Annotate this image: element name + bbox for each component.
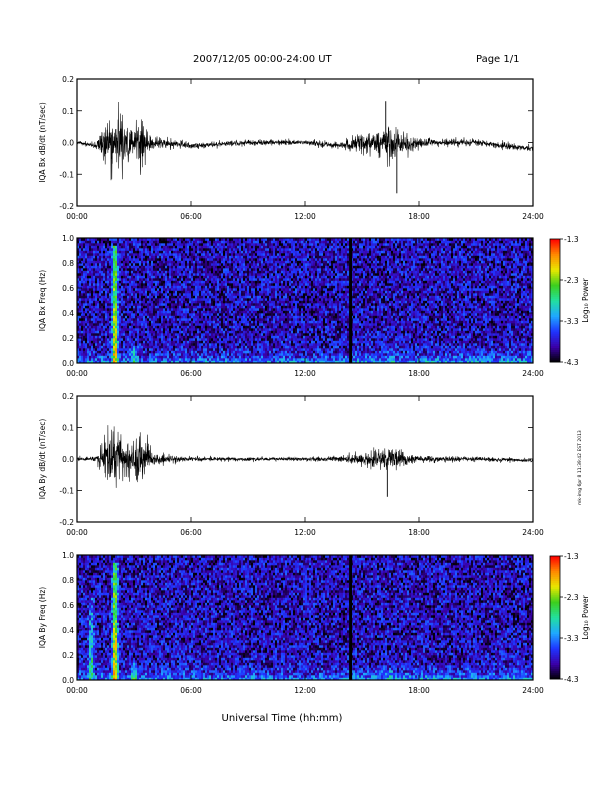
y-tick-label: 0.4 (62, 626, 74, 635)
header-date-range: 2007/12/05 00:00-24:00 UT (193, 54, 332, 65)
colorbar-tick-label: -1.3 (564, 552, 579, 561)
y-axis-label: IQA Bx dB/dt (nT/sec) (38, 102, 47, 183)
y-tick-label: 0.6 (62, 284, 74, 293)
y-tick-label: 0.2 (62, 334, 74, 343)
colorbar-tick-label: -4.3 (564, 675, 579, 684)
y-tick-label: 0.2 (62, 651, 74, 660)
x-tick-label: 06:00 (180, 528, 202, 537)
y-tick-label: 0.8 (62, 259, 74, 268)
x-tick-label: 24:00 (522, 528, 544, 537)
x-tick-label: 12:00 (294, 686, 316, 695)
y-tick-label: 0.0 (62, 359, 74, 368)
x-tick-label: 00:00 (66, 212, 88, 221)
colorbar-tick-label: -4.3 (564, 358, 579, 367)
colorbar-label: Log₁₀ Power (581, 594, 590, 639)
trace-line (77, 425, 533, 488)
y-tick-label: 0.1 (62, 107, 74, 116)
y-tick-label: 1.0 (62, 234, 74, 243)
colorbar: -1.3 -2.3 -3.3 -4.3 Log₁₀ Power (549, 235, 590, 367)
colorbar-tick-label: -1.3 (564, 235, 579, 244)
y-tick-label: -0.1 (59, 487, 74, 496)
y-tick-label: -0.2 (59, 202, 74, 211)
x-tick-label: 24:00 (522, 369, 544, 378)
y-tick-label: 0.8 (62, 576, 74, 585)
x-tick-label: 00:00 (66, 369, 88, 378)
y-tick-label: 0.2 (62, 392, 74, 401)
x-tick-label: 24:00 (522, 686, 544, 695)
x-tick-label: 06:00 (180, 686, 202, 695)
x-tick-label: 18:00 (408, 686, 430, 695)
spectrogram-cells (77, 238, 533, 363)
y-tick-label: 0.0 (62, 139, 74, 148)
data-gap-bar (349, 555, 353, 680)
x-tick-label: 00:00 (66, 528, 88, 537)
x-tick-label: 18:00 (408, 369, 430, 378)
panel-4: -1.3 -2.3 -3.3 -4.3 Log₁₀ Power 0.0 0.2 0.4 0.6 0… (38, 551, 590, 695)
x-tick-label: 12:00 (294, 528, 316, 537)
panel-1: -0.2 -0.1 0.0 0.1 0.2 00:00 06:00 12:00 18:00 24:… (38, 75, 544, 221)
colorbar-tick-label: -3.3 (564, 634, 579, 643)
x-tick-label: 12:00 (294, 212, 316, 221)
y-tick-label: -0.1 (59, 170, 74, 179)
y-tick-label: 0.0 (62, 676, 74, 685)
x-tick-label: 06:00 (180, 212, 202, 221)
colorbar-tick-label: -2.3 (564, 276, 579, 285)
y-tick-label: 0.2 (62, 75, 74, 84)
x-tick-label: 24:00 (522, 212, 544, 221)
colorbar-tick-label: -2.3 (564, 593, 579, 602)
y-tick-label: 0.4 (62, 309, 74, 318)
colorbar: -1.3 -2.3 -3.3 -4.3 Log₁₀ Power (549, 552, 590, 684)
x-tick-label: 12:00 (294, 369, 316, 378)
spectrogram-cells (77, 555, 533, 680)
trace-line (77, 101, 533, 181)
y-tick-label: 0.0 (62, 455, 74, 464)
colorbar-frame (549, 555, 561, 680)
x-tick-label: 00:00 (66, 686, 88, 695)
x-tick-label: 18:00 (408, 212, 430, 221)
y-tick-label: 1.0 (62, 551, 74, 560)
y-tick-label: 0.6 (62, 601, 74, 610)
y-axis-label: IQA Bx Freq (Hz) (38, 270, 47, 332)
x-tick-label: 06:00 (180, 369, 202, 378)
colorbar-label: Log₁₀ Power (581, 277, 590, 322)
y-axis-label: IQA By dB/dt (nT/sec) (38, 419, 47, 500)
panel-2: -1.3 -2.3 -3.3 -4.3 Log₁₀ Power 0.0 0.2 0.4 0.6 0… (38, 234, 590, 378)
colorbar-frame (549, 238, 561, 363)
panel-3: -0.2 -0.1 0.0 0.1 0.2 00:00 06:00 12:00 18:00 24:… (38, 392, 544, 537)
data-gap-bar (349, 238, 353, 363)
x-axis-title: Universal Time (hh:mm) (222, 713, 343, 724)
side-note: mk-img 6pr 8 11:39:42 EST 2013 (577, 430, 583, 505)
y-tick-label: 0.1 (62, 424, 74, 433)
header-page-number: Page 1/1 (476, 54, 519, 65)
x-tick-label: 18:00 (408, 528, 430, 537)
y-tick-label: -0.2 (59, 518, 74, 527)
colorbar-tick-label: -3.3 (564, 317, 579, 326)
y-axis-label: IQA By Freq (Hz) (38, 587, 47, 649)
